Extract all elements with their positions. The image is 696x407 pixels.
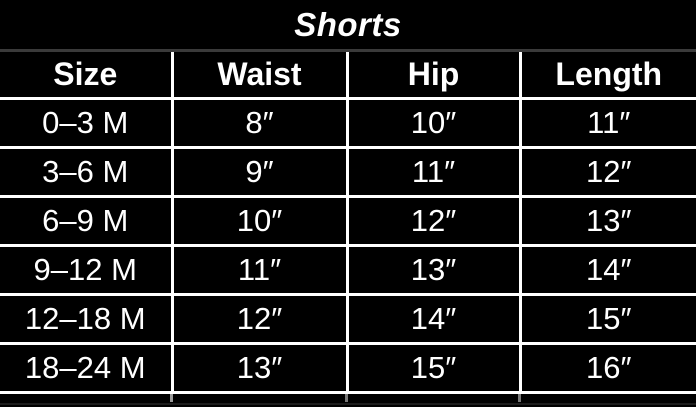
measurement-cell: 14″	[518, 244, 696, 296]
column-header-waist: Waist	[170, 52, 349, 100]
measurement-cell: 12″	[170, 293, 349, 345]
next-section-cutoff	[0, 394, 696, 407]
size-cell: 6–9 M	[0, 195, 174, 247]
measurement-cell: 14″	[345, 293, 522, 345]
measurement-cell: 16″	[518, 342, 696, 394]
column-header-length: Length	[518, 52, 696, 100]
size-cell: 0–3 M	[0, 97, 174, 149]
table-row: 0–3 M 8″ 10″ 11″	[0, 97, 696, 149]
measurement-cell: 11″	[518, 97, 696, 149]
chart-title: Shorts	[0, 0, 696, 52]
size-table: Size Waist Hip Length 0–3 M 8″ 10″ 11″ 3–6 M 9″ 1…	[0, 52, 696, 394]
column-header-hip: Hip	[345, 52, 522, 100]
table-row: 12–18 M 12″ 14″ 15″	[0, 293, 696, 345]
header-row: Size Waist Hip Length	[0, 52, 696, 100]
grid-line-stub	[518, 394, 521, 402]
size-cell: 9–12 M	[0, 244, 174, 296]
measurement-cell: 11″	[170, 244, 349, 296]
measurement-cell: 13″	[518, 195, 696, 247]
size-cell: 12–18 M	[0, 293, 174, 345]
measurement-cell: 10″	[170, 195, 349, 247]
measurement-cell: 12″	[518, 146, 696, 198]
measurement-cell: 11″	[345, 146, 522, 198]
table-row: 18–24 M 13″ 15″ 16″	[0, 342, 696, 394]
faint-row-line	[0, 403, 696, 405]
measurement-cell: 10″	[345, 97, 522, 149]
column-header-size: Size	[0, 52, 174, 100]
measurement-cell: 9″	[170, 146, 349, 198]
measurement-cell: 13″	[345, 244, 522, 296]
measurement-cell: 15″	[345, 342, 522, 394]
grid-line-stub	[170, 394, 173, 402]
measurement-cell: 15″	[518, 293, 696, 345]
table-row: 3–6 M 9″ 11″ 12″	[0, 146, 696, 198]
measurement-cell: 12″	[345, 195, 522, 247]
grid-line-stub	[345, 394, 348, 402]
measurement-cell: 8″	[170, 97, 349, 149]
size-cell: 3–6 M	[0, 146, 174, 198]
table-row: 9–12 M 11″ 13″ 14″	[0, 244, 696, 296]
measurement-cell: 13″	[170, 342, 349, 394]
table-row: 6–9 M 10″ 12″ 13″	[0, 195, 696, 247]
size-cell: 18–24 M	[0, 342, 174, 394]
